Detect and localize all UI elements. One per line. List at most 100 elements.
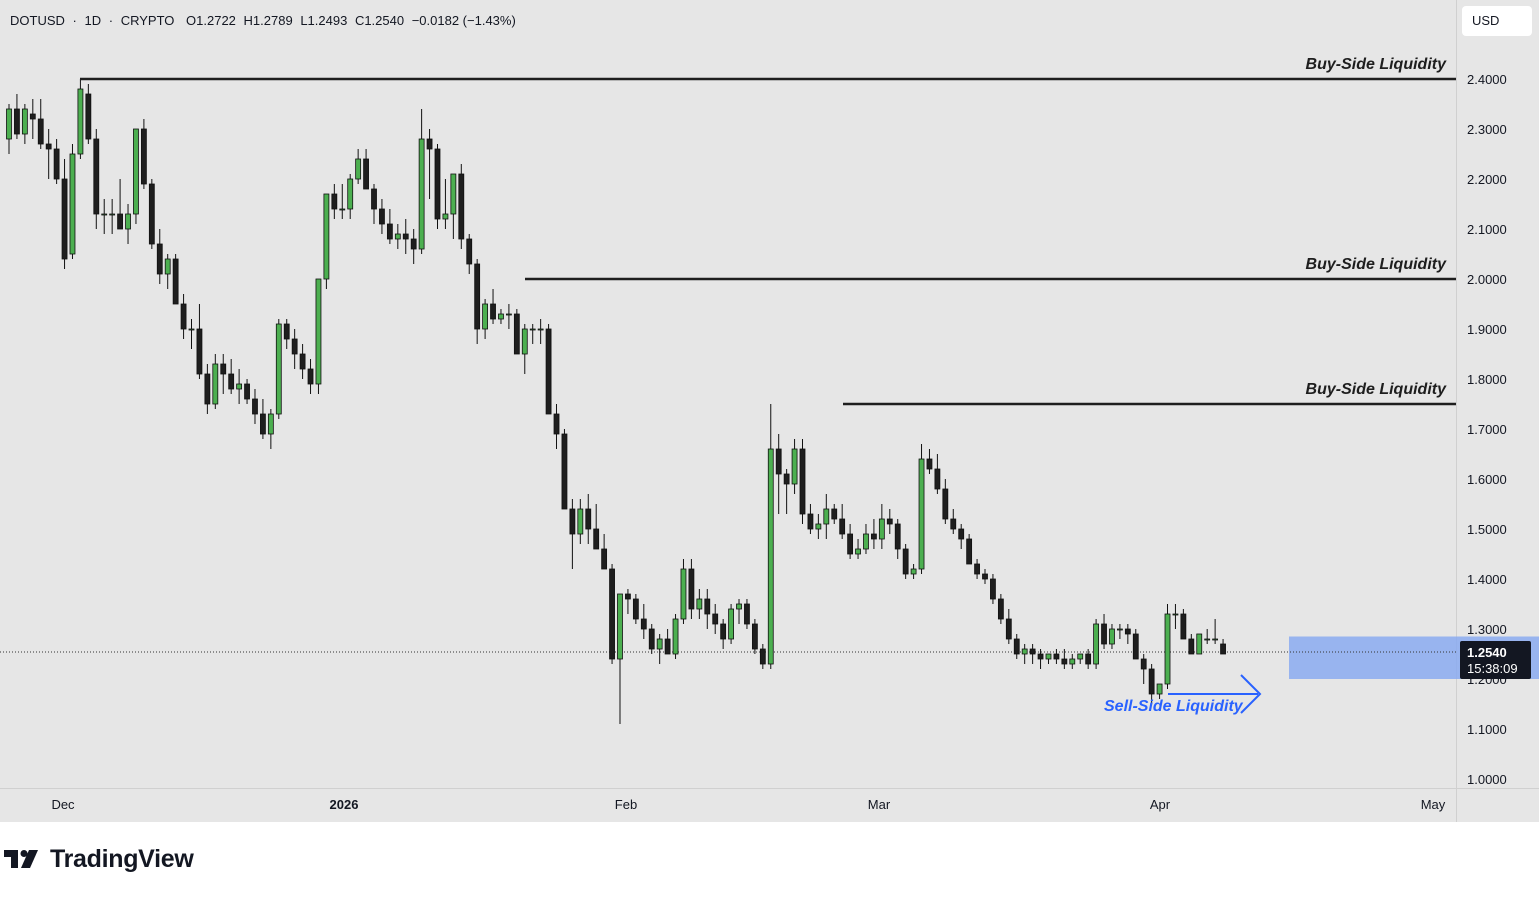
y-tick-label: 2.3000 (1467, 122, 1507, 137)
bear-candle (156, 243, 163, 275)
bull-candle (918, 458, 925, 570)
brand-name: TradingView (50, 844, 194, 873)
x-tick-label: Dec (51, 797, 75, 812)
bull-candle (1212, 638, 1219, 641)
y-tick-label: 2.1000 (1467, 222, 1507, 237)
open-value: O1.2722 (186, 13, 236, 28)
bear-candle (585, 508, 592, 530)
bear-candle (886, 518, 893, 525)
bull-candle (680, 568, 687, 620)
bear-candle (640, 618, 647, 630)
bull-candle (529, 328, 536, 331)
y-tick-label: 1.7000 (1467, 422, 1507, 437)
bear-candle (894, 523, 901, 550)
chart-area[interactable]: 2.4000 2.3000 2.2000 2.1000 2.0000 1.9000 1.80… (0, 0, 1539, 822)
bear-candle (386, 223, 393, 240)
bear-candle (117, 213, 123, 230)
bull-candle (442, 213, 449, 220)
bear-candle (942, 488, 949, 520)
bear-candle (934, 468, 941, 490)
x-tick-label: 2026 (330, 797, 359, 812)
bear-candle (807, 513, 814, 530)
bear-candle (196, 328, 203, 375)
bear-candle (1005, 618, 1012, 640)
x-tick-label: Mar (868, 797, 891, 812)
price-tag-countdown: 15:38:09 (1467, 661, 1518, 676)
tradingview-icon (4, 850, 38, 868)
bull-candle (69, 153, 76, 255)
bear-candle (871, 533, 877, 540)
bull-candle (506, 313, 512, 316)
bear-candle (847, 533, 854, 555)
bear-candle (553, 413, 560, 435)
bear-candle (839, 518, 846, 535)
bear-candle (783, 473, 790, 485)
bear-candle (1188, 638, 1195, 655)
y-tick-label: 1.3000 (1467, 622, 1507, 637)
bull-candle (672, 618, 679, 655)
y-tick-label: 1.9000 (1467, 322, 1507, 337)
bear-candle (831, 508, 838, 520)
bear-candle (490, 303, 496, 320)
bear-candle (759, 648, 766, 665)
bull-candle (267, 413, 274, 435)
bull-candle (537, 328, 544, 331)
bull-candle (450, 173, 457, 215)
bull-candle (823, 508, 830, 525)
bull-candle (236, 383, 243, 390)
price-axis[interactable] (1456, 0, 1539, 822)
bull-candle (188, 328, 195, 331)
bear-candle (632, 598, 639, 620)
bear-candle (93, 138, 100, 215)
bear-candle (958, 528, 965, 540)
bear-candle (53, 148, 60, 180)
bear-candle (712, 613, 719, 625)
y-tick-label: 1.1000 (1467, 722, 1507, 737)
bear-candle (601, 548, 608, 570)
bull-candle (1045, 653, 1052, 660)
close-value: C1.2540 (354, 13, 405, 28)
bear-candle (458, 173, 465, 240)
bear-candle (1037, 653, 1044, 660)
bull-candle (617, 593, 623, 660)
plot-background (0, 0, 1456, 788)
interval[interactable]: 1D (84, 13, 102, 28)
y-tick-label: 1.5000 (1467, 522, 1507, 537)
bear-candle (799, 448, 806, 515)
bear-candle (29, 113, 36, 120)
bear-candle (61, 178, 68, 260)
x-tick-label: May (1421, 797, 1446, 812)
candlestick-chart[interactable]: 2.4000 2.3000 2.2000 2.1000 2.0000 1.9000 1.80… (0, 0, 1539, 822)
bear-candle (609, 568, 615, 660)
symbol[interactable]: DOTUSD (10, 13, 65, 28)
y-tick-label: 2.4000 (1467, 72, 1507, 87)
bear-candle (466, 238, 473, 265)
bull-candle (418, 138, 425, 250)
bear-candle (299, 353, 306, 370)
bull-candle (133, 128, 139, 215)
bull-candle (21, 108, 28, 135)
currency-button[interactable]: USD (1462, 6, 1532, 36)
bear-candle (775, 448, 782, 475)
bear-candle (569, 508, 576, 535)
bear-candle (513, 313, 520, 355)
bear-candle (204, 373, 211, 405)
bear-candle (1101, 623, 1107, 645)
bull-candle (355, 158, 362, 180)
change-value: −0.0182 (−1.43%) (411, 13, 516, 28)
bull-candle (696, 598, 703, 610)
bull-candle (347, 178, 354, 210)
time-axis[interactable] (0, 788, 1456, 822)
tradingview-logo[interactable]: TradingView (4, 844, 194, 874)
x-tick-label: Feb (615, 797, 637, 812)
bull-candle (736, 603, 742, 610)
bear-candle (950, 518, 957, 530)
bear-candle (1140, 658, 1147, 670)
bear-candle (434, 148, 441, 220)
bull-candle (1196, 633, 1203, 655)
bear-candle (172, 258, 179, 305)
bull-candle (878, 518, 885, 540)
bear-candle (902, 548, 909, 575)
bull-candle (164, 258, 171, 275)
bull-candle (498, 313, 504, 320)
